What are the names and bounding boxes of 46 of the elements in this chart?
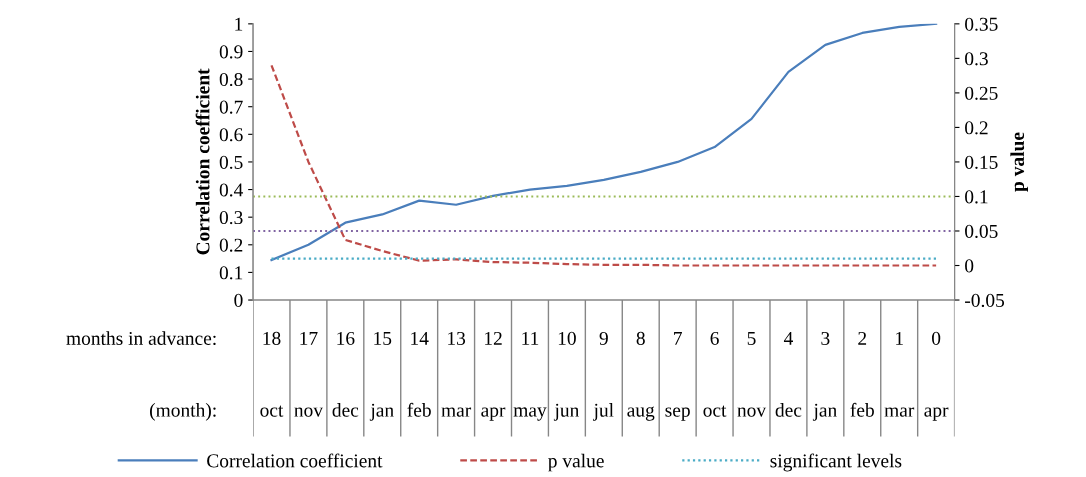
y-tick-label: 0.5 <box>219 155 243 169</box>
y-tick-label: 0.3 <box>219 210 243 225</box>
category-label: 17 nov <box>294 331 324 417</box>
category-label: 12 apr <box>481 331 506 421</box>
category-label: 8 aug <box>627 331 655 421</box>
y-tick-label: 0.7 <box>219 100 243 114</box>
text: months in advance: <box>66 331 216 346</box>
category-label: 18 oct <box>260 331 284 417</box>
y-tick-label: 0.1 <box>219 266 243 280</box>
category-label: 3 jan <box>812 331 837 421</box>
category-label: 10 jun <box>553 331 580 421</box>
text: (month): <box>150 403 216 421</box>
y2-tick-label: 0.15 <box>965 155 998 169</box>
y-tick-label: 0.2 <box>219 238 243 252</box>
y2-axis-title: p value <box>1010 132 1029 192</box>
y2-tick-label: 0.1 <box>965 190 988 204</box>
y-tick-label: 0.9 <box>219 45 243 59</box>
y2-tick-label: 0.3 <box>965 52 988 66</box>
y-tick-label: 0.8 <box>219 72 243 87</box>
category-label: 15 jan <box>369 331 394 421</box>
y2-tick-label: 0.35 <box>965 17 998 31</box>
y2-tick-label: 0.25 <box>965 86 998 100</box>
y-tick-label: 0.6 <box>219 128 243 142</box>
category-label: 11 may <box>513 331 547 421</box>
category-label: 4 dec <box>775 331 802 417</box>
category-label: 5 nov <box>737 332 767 417</box>
category-label: 13 mar <box>441 331 472 417</box>
y2-tick-label: 0.2 <box>965 121 988 135</box>
y2-tick-label: 0 <box>965 259 974 273</box>
legend-label: p value <box>548 453 604 472</box>
y-tick-label: 1 <box>235 17 243 31</box>
category-label: 6 oct <box>703 331 727 417</box>
y2-tick-label: -0.05 <box>965 293 1005 308</box>
y2-tick-label: 0.05 <box>965 224 998 239</box>
category-label: 14 feb <box>407 331 431 417</box>
y-tick-label: 0.4 <box>219 183 244 197</box>
category-label: 0 apr <box>924 331 949 421</box>
category-label: 2 feb <box>850 331 874 417</box>
category-label: 16 dec <box>332 331 359 417</box>
category-label: 9 jul <box>592 331 614 421</box>
category-label: 7 sep <box>665 332 690 421</box>
legend-label: Correlation coefficient <box>207 453 383 468</box>
legend-label: significant levels <box>770 453 902 472</box>
y-tick-label: 0 <box>234 293 243 307</box>
category-label: 1 mar <box>884 331 915 417</box>
y-axis-title: Correlation coefficient <box>195 68 210 255</box>
